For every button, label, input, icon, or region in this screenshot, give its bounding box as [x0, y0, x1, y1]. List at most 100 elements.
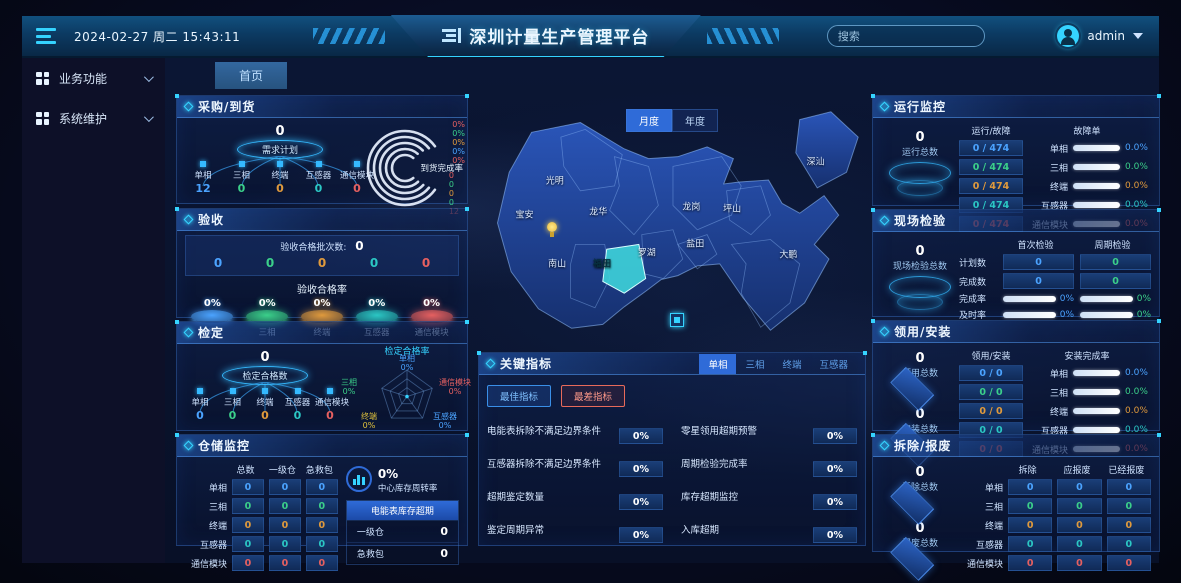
- map-marker-icon[interactable]: [670, 312, 685, 327]
- kpi-item-label: 库存超期监控: [681, 491, 739, 503]
- kpi-item-value: 0%: [619, 428, 663, 444]
- map-district-label[interactable]: 光明: [545, 176, 564, 187]
- tree-root-value: 0: [260, 350, 270, 365]
- platform-icon: [890, 536, 942, 581]
- gauge-percent: 0%: [258, 298, 276, 309]
- map-district-label[interactable]: 大鹏: [779, 250, 798, 261]
- tree-root-label: 需求计划: [237, 140, 323, 159]
- cell-should-scrap: 0: [1057, 498, 1102, 514]
- kpi-tab[interactable]: 互感器: [819, 359, 848, 371]
- panel-title: 仓储监控: [198, 439, 251, 453]
- kpi-filter-button[interactable]: 最佳指标: [487, 385, 552, 407]
- chevron-down-icon: [143, 111, 154, 122]
- warehouse-table: 总数 一级仓 急救包 单相 0 0 0 三相 0 0: [185, 463, 338, 571]
- map-district-label[interactable]: 宝安: [515, 210, 534, 221]
- sidebar-item[interactable]: 系统维护: [22, 98, 165, 138]
- tree-child-label: 通信模块: [315, 398, 350, 408]
- kpi-tab[interactable]: 三相: [745, 359, 765, 371]
- percent-value: 0.0%: [1125, 425, 1148, 435]
- sidebar-item[interactable]: 业务功能: [22, 58, 165, 98]
- acceptance-count: 0: [369, 256, 379, 270]
- map-district-label[interactable]: 龙岗: [682, 202, 701, 213]
- gauge-percent: 0%: [203, 298, 221, 309]
- map-district-label[interactable]: 福田: [593, 259, 612, 270]
- node-dot-icon: [354, 161, 360, 167]
- table-row: 三相 0 0 0: [185, 498, 338, 514]
- kpi-filter-buttons: 最佳指标 最差指标: [487, 385, 857, 407]
- kpi-tab[interactable]: 终端: [782, 359, 802, 371]
- table-row: 终端 0 0 0: [959, 517, 1151, 533]
- table-row: 0 / 474 终端 0.0%: [959, 178, 1151, 194]
- overdue-title-button[interactable]: 电能表库存超期: [346, 501, 458, 520]
- search-box[interactable]: [826, 25, 985, 47]
- cell-tier1: 0: [268, 536, 301, 552]
- tree-child-label: 通信模块: [339, 171, 374, 181]
- sidebar-collapse-icon[interactable]: [36, 28, 56, 44]
- user-menu[interactable]: admin: [1057, 25, 1143, 47]
- tree-child: 单相 12: [185, 161, 221, 195]
- totem: 0 拆除总数: [881, 465, 959, 525]
- ring-percent: 0%: [452, 120, 465, 129]
- top-bar: 2024-02-27 周二 15:43:11 深圳计量生产管理平台 admin: [22, 15, 1159, 58]
- percent-value: 0%: [1136, 309, 1151, 320]
- diamond-icon: [879, 215, 890, 226]
- percent-value: 0.0%: [1125, 143, 1148, 153]
- map-district-label[interactable]: 罗湖: [637, 248, 656, 259]
- row-label: 互感器: [975, 540, 1003, 551]
- panel-install: 领用/安装 0 领用总数 0 安装总数 领用/安装 安装完成率: [871, 319, 1161, 467]
- ring-value: 0: [448, 189, 454, 198]
- kpi-item-label: 周期检验完成率: [681, 458, 748, 470]
- map-district-label[interactable]: 深汕: [806, 157, 825, 168]
- decor-stripes-right: [706, 28, 779, 44]
- tab-home[interactable]: 首页: [215, 62, 287, 89]
- cell-total: 0: [232, 555, 264, 571]
- map-district-label[interactable]: 南山: [548, 259, 567, 270]
- row-label: 三相: [208, 502, 227, 513]
- cell-removed: 0: [1008, 536, 1053, 552]
- map-district-label[interactable]: 坪山: [723, 204, 742, 215]
- total-value: 0: [915, 407, 925, 422]
- tree-child-value: 0: [293, 409, 302, 422]
- row-label: 通信模块: [966, 559, 1003, 570]
- progress-bar: [1080, 311, 1133, 318]
- diamond-icon: [879, 101, 890, 112]
- kpi-filter-button[interactable]: 最差指标: [561, 385, 626, 407]
- progress-bar: [1073, 408, 1120, 414]
- app-title: 深圳计量生产管理平台: [469, 28, 650, 48]
- column-header: 周期检验: [1094, 241, 1131, 251]
- sidebar: 业务功能 系统维护: [22, 58, 165, 563]
- user-name: admin: [1087, 29, 1125, 43]
- panel-header: 关键指标 单相 三相 终端 互感器: [479, 353, 865, 375]
- chevron-down-icon: [143, 71, 154, 82]
- value-cell: 0: [1080, 273, 1151, 289]
- kpi-item: 零星领用超期预警 0%: [681, 415, 857, 448]
- ring-value: 0: [448, 180, 454, 189]
- progress-bar: [1003, 295, 1056, 302]
- row-label: 通信模块: [190, 559, 227, 570]
- period-toggle-button[interactable]: 年度: [672, 109, 718, 132]
- map-district-label[interactable]: 龙华: [589, 207, 608, 218]
- column-header: 故障单: [1073, 127, 1101, 137]
- tree-root-value: 0: [275, 124, 285, 139]
- row-label: 单相: [208, 483, 227, 494]
- period-toggle-button[interactable]: 月度: [626, 109, 672, 132]
- map-district-label[interactable]: 盐田: [686, 239, 705, 250]
- ring-percent: 0%: [452, 138, 465, 147]
- kpi-tab[interactable]: 单相: [699, 353, 737, 374]
- ratio-cell: 0 / 0: [959, 384, 1023, 400]
- kpi-item: 周期检验完成率 0%: [681, 448, 857, 481]
- percent-value: 0.0%: [1125, 181, 1148, 191]
- table-row: 三相 0 0 0: [959, 498, 1151, 514]
- disc-gauge-icon: [191, 310, 234, 323]
- kpi-item-value: 0%: [619, 527, 663, 543]
- acceptance-count: 0: [317, 256, 327, 270]
- arrival-ring-chart: 0%0%0%0%0% 到货完成率 000012: [361, 120, 465, 216]
- cell-should-scrap: 0: [1057, 555, 1102, 571]
- table-row: 0 / 0 单相 0.0%: [959, 365, 1151, 381]
- period-toggle: 月度 年度: [626, 109, 718, 132]
- alert-bulb-icon[interactable]: [546, 221, 558, 238]
- row-label: 单相: [984, 483, 1003, 494]
- search-input[interactable]: [837, 29, 974, 43]
- map-shapes: [496, 111, 859, 331]
- progress-bar: [1080, 295, 1133, 302]
